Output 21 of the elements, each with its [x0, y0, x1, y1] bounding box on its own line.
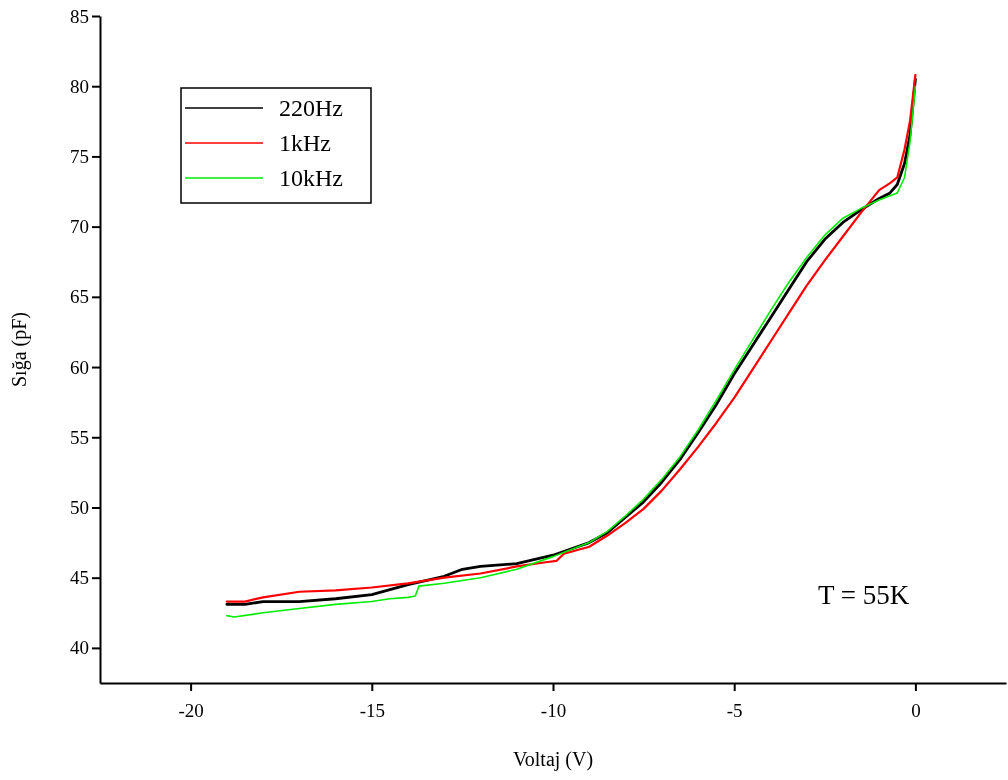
legend-label: 10kHz — [279, 165, 343, 191]
x-tick-label: 0 — [911, 699, 921, 721]
y-tick-label: 85 — [70, 5, 89, 27]
y-tick-label: 40 — [70, 637, 89, 659]
x-tick-label: -10 — [540, 699, 567, 721]
y-tick-label: 65 — [70, 286, 89, 308]
y-tick-label: 75 — [70, 146, 89, 167]
annotation: T = 55K — [818, 580, 910, 610]
y-tick-label: 55 — [70, 426, 89, 448]
x-tick-label: -15 — [359, 699, 385, 721]
y-tick-label: 60 — [70, 356, 89, 378]
y-tick-label: 80 — [70, 75, 89, 97]
y-tick-label: 70 — [70, 216, 89, 238]
y-axis-title: Sığa (pF) — [8, 312, 31, 387]
x-tick-label: -20 — [178, 699, 204, 721]
y-tick-label: 45 — [70, 567, 89, 589]
legend-label: 1kHz — [279, 130, 331, 156]
x-tick-label: -5 — [726, 699, 743, 721]
legend-label: 220Hz — [279, 95, 343, 121]
y-tick-label: 50 — [70, 497, 89, 519]
x-axis-title: Voltaj (V) — [512, 748, 594, 771]
